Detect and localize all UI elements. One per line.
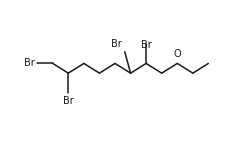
Text: Br: Br [140, 40, 151, 50]
Text: Br: Br [63, 95, 74, 105]
Text: O: O [173, 49, 180, 59]
Text: Br: Br [24, 58, 34, 68]
Text: Br: Br [111, 39, 121, 49]
